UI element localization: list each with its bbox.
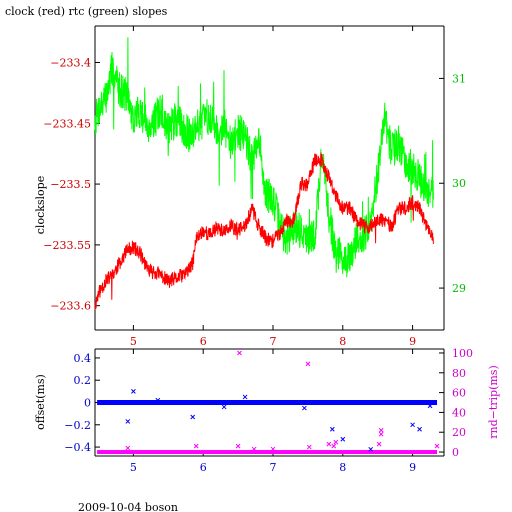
rtt-point: [251, 446, 257, 452]
y-tick-label: −233.45: [43, 117, 91, 130]
series-offset-band: [97, 400, 438, 405]
y-tick-label: 0: [84, 397, 91, 410]
rtt-point: [306, 444, 312, 450]
x-tick-label: 6: [200, 335, 207, 348]
x-tick-label: 8: [339, 461, 346, 474]
x-tick-label: 7: [269, 461, 276, 474]
offset-point: [190, 414, 196, 420]
top-panel: 5 6 7 8 9 −233.4 −233.45 −233.5 −233.55 −233.6 29 3…: [43, 25, 466, 348]
y2-tick-label: 29: [452, 282, 466, 295]
offset-point: [410, 422, 415, 428]
footer-label: 2009-10-04 boson: [78, 501, 178, 512]
rtt-point: [376, 441, 382, 447]
bottom-y2-axis-label: rnd−trip(ms): [487, 365, 500, 439]
rtt-point: [193, 443, 199, 449]
y2-tick-label: 60: [452, 387, 466, 400]
rtt-point: [434, 443, 440, 449]
y2-tick-label: 30: [452, 177, 466, 190]
rtt-point: [378, 427, 384, 433]
y-tick-label: −0.4: [64, 441, 91, 454]
rtt-point: [237, 350, 242, 356]
rtt-point: [125, 445, 131, 451]
x-tick-label: 5: [130, 461, 137, 474]
y2-tick-label: 20: [452, 426, 466, 439]
rtt-point: [333, 439, 339, 445]
x-tick-label: 9: [409, 461, 416, 474]
x-tick-label: 9: [409, 335, 416, 348]
offset-point: [340, 436, 346, 442]
rtt-point: [378, 431, 384, 437]
y-tick-label: 0.2: [74, 374, 92, 387]
offset-point: [155, 397, 161, 403]
offset-point: [427, 403, 433, 409]
top-y-axis-label: clockslope: [34, 176, 47, 234]
y2-tick-label: 80: [452, 367, 466, 380]
offset-point: [368, 446, 374, 452]
offset-point: [242, 394, 248, 400]
rtt-point: [235, 443, 241, 449]
y2-tick-label: 31: [452, 72, 466, 85]
x-tick-label: 8: [339, 335, 346, 348]
y2-tick-label: 40: [452, 406, 466, 419]
offset-point: [417, 426, 422, 432]
y-tick-label: −233.55: [43, 239, 91, 252]
series-rtc-line: [94, 37, 434, 278]
y-tick-label: −233.4: [50, 56, 91, 69]
rtt-point: [270, 446, 276, 452]
bottom-panel: 5 6 7 8 9 0.4 0.2 0 −0.2 −0.4 0 20 40 60 80 100: [64, 347, 473, 474]
offset-point: [131, 389, 136, 394]
rtt-point: [326, 441, 332, 447]
y-tick-label: −233.5: [50, 178, 91, 191]
chart-title: clock (red) rtc (green) slopes: [5, 5, 168, 18]
offset-point: [302, 405, 307, 411]
x-tick-label: 5: [130, 335, 137, 348]
series-rtt-band: [97, 450, 438, 455]
offset-point: [221, 404, 227, 410]
series-clock-line: [94, 152, 434, 310]
rtt-point: [305, 361, 311, 367]
x-tick-label: 6: [200, 461, 207, 474]
offset-point: [329, 426, 335, 432]
y-tick-label: −233.6: [50, 300, 91, 313]
y2-tick-label: 100: [452, 347, 473, 360]
rtt-point: [331, 443, 337, 449]
y-tick-label: −0.2: [64, 419, 91, 432]
bottom-y-axis-label: offset(ms): [34, 374, 47, 430]
x-tick-label: 7: [269, 335, 276, 348]
offset-point: [125, 419, 131, 424]
y2-tick-label: 0: [452, 446, 459, 459]
y-tick-label: 0.4: [74, 352, 92, 365]
